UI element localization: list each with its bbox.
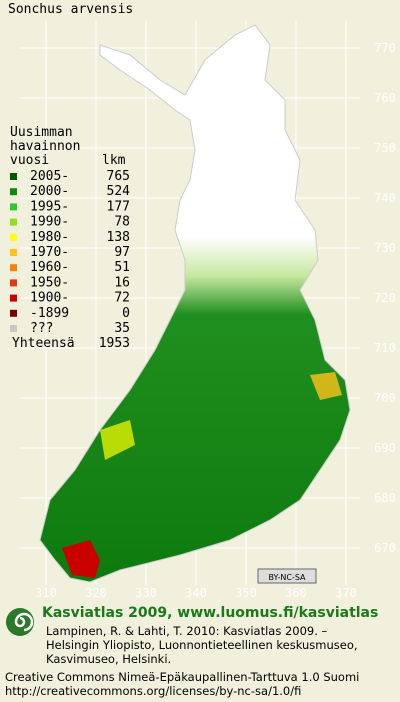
license-line: http://creativecommons.org/licenses/by-n…: [5, 684, 301, 698]
easting-label: 340: [185, 586, 207, 600]
easting-label: 310: [35, 586, 57, 600]
legend-total: 1953: [99, 336, 130, 351]
legend-count: 16: [114, 275, 130, 290]
license-line: Creative Commons Nimeä-Epäkaupallinen-Ta…: [5, 670, 359, 684]
legend-swatch: [10, 188, 17, 196]
northing-label: 740: [374, 191, 396, 205]
legend-count: 765: [107, 169, 130, 184]
northing-label: 710: [374, 341, 396, 355]
badge-text: BY-NC-SA: [268, 573, 306, 582]
citation-line: Helsingin Yliopisto, Luonnontieteellinen…: [46, 638, 358, 652]
legend-count: 72: [114, 291, 130, 306]
legend-heading: havainnon: [10, 139, 80, 154]
legend-label: 1960-: [30, 260, 69, 275]
legend-count: 97: [114, 245, 130, 260]
legend-swatch: [10, 249, 17, 256]
legend-label: 2005-: [30, 169, 69, 184]
easting-label: 330: [135, 586, 157, 600]
easting-label: 360: [285, 586, 307, 600]
northing-label: 730: [374, 241, 396, 255]
legend-label: -1899: [30, 306, 69, 321]
legend-heading: vuosi: [10, 153, 49, 168]
citation-line: Kasvimuseo, Helsinki.: [46, 652, 171, 666]
west-patch: [100, 420, 135, 460]
legend-count: 524: [107, 184, 131, 199]
legend-swatch: [10, 218, 17, 226]
legend-swatch: [10, 233, 17, 241]
legend-count-heading: lkm: [102, 153, 126, 168]
legend-swatch: [10, 279, 17, 287]
easting-label: 370: [335, 586, 357, 600]
southwest-patch: [62, 540, 100, 578]
legend-swatch: [10, 264, 17, 272]
license-badge: BY-NC-SA: [257, 568, 317, 584]
legend-label: 1950-: [30, 275, 69, 290]
legend-count: 138: [107, 230, 130, 245]
legend-count: 177: [107, 199, 130, 214]
legend-count: 51: [114, 260, 130, 275]
logo: [6, 608, 34, 636]
legend-label: 1970-: [30, 245, 69, 260]
northing-label: 720: [374, 291, 396, 305]
legend-label: 1900-: [30, 291, 69, 306]
east-patch: [310, 372, 342, 400]
legend-count: 78: [114, 215, 130, 230]
legend-total-label: Yhteensä: [12, 336, 75, 351]
citation-line: Lampinen, R. & Lahti, T. 2010: Kasviatla…: [46, 624, 328, 638]
legend-label: 1990-: [30, 215, 69, 230]
northing-label: 760: [374, 91, 396, 105]
northing-label: 670: [374, 541, 396, 555]
easting-label: 350: [235, 586, 257, 600]
legend-swatch: [10, 325, 17, 332]
title: Sonchus arvensis: [8, 2, 133, 17]
legend-swatch: [10, 173, 17, 180]
legend-swatch: [10, 203, 17, 211]
northing-label: 750: [374, 141, 396, 155]
northing-label: 770: [374, 41, 396, 55]
legend-label: 2000-: [30, 184, 69, 199]
legend-label: ???: [30, 321, 53, 336]
legend-count: 0: [122, 306, 130, 321]
northing-label: 700: [374, 391, 396, 405]
northing-label: 690: [374, 441, 396, 455]
legend-label: 1995-: [30, 199, 69, 214]
legend-count: 35: [114, 321, 130, 336]
northing-label: 680: [374, 491, 396, 505]
legend-swatch: [10, 309, 17, 317]
legend-label: 1980-: [30, 230, 69, 245]
legend-heading: Uusimman: [10, 125, 73, 140]
easting-label: 320: [85, 586, 107, 600]
legend-swatch: [10, 294, 17, 302]
footer-title: Kasviatlas 2009, www.luomus.fi/kasviatla…: [42, 605, 378, 621]
